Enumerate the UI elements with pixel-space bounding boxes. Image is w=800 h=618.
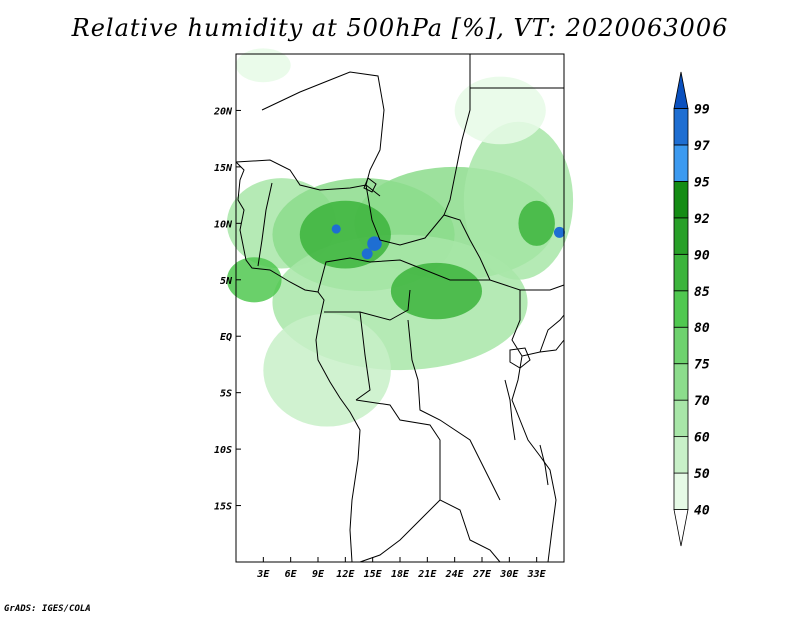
map-title: Relative humidity at 500hPa [%], VT: 202… xyxy=(71,14,729,42)
lat-tick-label: 15S xyxy=(214,502,232,513)
border-n1 xyxy=(261,71,385,186)
border-s2 xyxy=(359,499,441,563)
grads-credit: GrADS: IGES/COLA xyxy=(4,604,91,614)
lon-tick-label: 27E xyxy=(472,569,492,580)
colorbar-swatch xyxy=(673,108,689,146)
lon-tick-label: 21E xyxy=(417,569,437,580)
border-e1 xyxy=(511,290,523,357)
lon-tick-label: 6E xyxy=(285,569,298,580)
map-plot-area: 3E 6E 9E 12E 15E 18E 21E 24E 27E 30E 33E 20N 15N 10N… xyxy=(213,48,574,580)
lon-tick-label: 24E xyxy=(445,569,465,580)
lake-chad xyxy=(363,177,377,193)
lat-tick-label: 15N xyxy=(214,163,233,174)
lon-tick-label: 9E xyxy=(312,569,325,580)
colorbar-label: 75 xyxy=(694,358,710,373)
longitude-axis: 3E 6E 9E 12E 15E 18E 21E 24E 27E 30E 33E xyxy=(256,557,547,580)
lon-tick-label: 18E xyxy=(391,569,410,580)
colorbar-label: 60 xyxy=(694,431,710,446)
lat-tick-label: 10N xyxy=(214,219,233,230)
humidity-patch xyxy=(390,262,483,320)
border-c5 xyxy=(407,319,501,501)
saturated-spot xyxy=(553,226,565,238)
humidity-patch xyxy=(236,48,291,83)
colorbar-swatch xyxy=(673,71,689,109)
saturated-spot xyxy=(331,224,341,234)
colorbar-label: 99 xyxy=(694,102,710,117)
lat-tick-label: EQ xyxy=(220,332,232,343)
colorbar-swatch xyxy=(673,290,689,328)
latitude-axis: 20N 15N 10N 5N EQ 5S 10S 15S xyxy=(213,106,241,513)
humidity-patch xyxy=(226,257,282,303)
colorbar-label: 70 xyxy=(694,394,710,409)
lat-tick-label: 5N xyxy=(220,276,233,287)
lon-tick-label: 33E xyxy=(527,569,547,580)
border-w1 xyxy=(235,159,381,197)
colorbar-swatch xyxy=(673,436,689,474)
lake-victoria xyxy=(509,347,531,369)
lake-malawi xyxy=(539,444,549,486)
colorbar-swatch xyxy=(673,326,689,365)
country-borders xyxy=(235,54,565,563)
border-w2 xyxy=(257,182,273,267)
humidity-patch xyxy=(263,313,391,427)
humidity-field xyxy=(226,48,574,427)
lon-tick-label: 3E xyxy=(256,569,270,580)
colorbar-swatch xyxy=(673,144,689,182)
lat-tick-label: 10S xyxy=(214,445,232,456)
colorbar-swatch xyxy=(673,509,689,547)
lake-tanganyika xyxy=(504,379,516,441)
colorbar: 40 50 60 70 75 80 85 90 92 95 97 99 xyxy=(673,71,710,547)
humidity-patch xyxy=(518,200,555,246)
border-s1 xyxy=(355,399,501,563)
colorbar-label: 40 xyxy=(694,504,710,519)
colorbar-swatch xyxy=(673,363,689,401)
border-c1 xyxy=(365,184,491,281)
border-c4 xyxy=(355,311,371,401)
colorbar-swatch xyxy=(673,217,689,255)
colorbar-swatch xyxy=(673,180,689,219)
lon-tick-label: 30E xyxy=(499,569,519,580)
saturated-spot xyxy=(367,236,382,251)
saturated-spot xyxy=(361,248,373,260)
lon-tick-label: 12E xyxy=(336,569,355,580)
humidity-patch xyxy=(454,76,546,145)
colorbar-label: 95 xyxy=(694,175,710,190)
colorbar-label: 80 xyxy=(694,321,710,336)
border-c3 xyxy=(324,289,411,321)
colorbar-label: 85 xyxy=(694,285,710,300)
colorbar-swatch xyxy=(673,472,689,510)
colorbar-label: 50 xyxy=(694,467,710,482)
border-c2 xyxy=(317,257,565,293)
colorbar-label: 97 xyxy=(694,139,710,154)
border-n2 xyxy=(443,54,471,216)
colorbar-swatch xyxy=(673,253,689,292)
border-e2 xyxy=(539,314,565,353)
lon-tick-label: 15E xyxy=(364,569,383,580)
lat-tick-label: 5S xyxy=(220,389,232,400)
colorbar-label: 92 xyxy=(694,212,710,227)
coastline-west xyxy=(235,161,361,563)
colorbar-label: 90 xyxy=(694,248,710,263)
colorbar-swatch xyxy=(673,399,689,438)
lat-tick-label: 20N xyxy=(213,106,233,117)
